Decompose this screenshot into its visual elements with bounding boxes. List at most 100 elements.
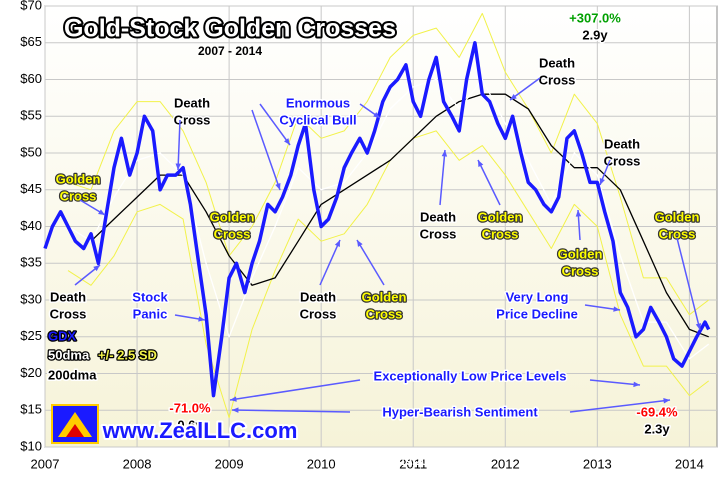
labels: $10 $15 $20 $25 $30 $35 $40 $45 $50 $55 $60 $65 $70 2… bbox=[20, 0, 704, 471]
arrow bbox=[231, 409, 351, 413]
x-tick-label: 2010 bbox=[307, 456, 336, 471]
chart-subtitle: 2007 - 2014 bbox=[198, 44, 262, 58]
annotation: 2.3y bbox=[644, 421, 670, 436]
annotation: Cross bbox=[366, 306, 403, 321]
date-stamp: 3.19.2014 bbox=[391, 456, 441, 468]
x-tick-label: 2007 bbox=[31, 456, 60, 471]
y-tick-label: $65 bbox=[20, 34, 42, 49]
annotation: 0.6y bbox=[177, 417, 203, 432]
annotation: 2.9y bbox=[582, 27, 608, 42]
annotation: Cross bbox=[50, 306, 87, 321]
y-tick-label: $20 bbox=[20, 365, 42, 380]
arrow-head bbox=[510, 93, 517, 100]
annotation: Golden bbox=[362, 289, 407, 304]
arrow bbox=[229, 379, 361, 401]
arrow-head bbox=[478, 160, 484, 167]
y-tick-label: $10 bbox=[20, 438, 42, 453]
arrow bbox=[177, 119, 181, 171]
y-tick-label: $35 bbox=[20, 255, 42, 270]
y-tick-label: $45 bbox=[20, 181, 42, 196]
arrow-head bbox=[633, 381, 640, 388]
arrow bbox=[477, 159, 501, 206]
band-upper bbox=[67, 12, 710, 316]
annotation: Golden bbox=[655, 209, 700, 224]
annotation: Cross bbox=[539, 72, 576, 87]
arrow bbox=[251, 109, 281, 191]
legend-entry: +/- 2.5 SD bbox=[98, 347, 157, 362]
x-tick-label: 2009 bbox=[215, 456, 244, 471]
annotation: Cross bbox=[420, 226, 457, 241]
arrow-head bbox=[93, 265, 100, 272]
arrow-head bbox=[98, 209, 105, 215]
arrow bbox=[439, 149, 446, 206]
arrow-head bbox=[575, 210, 582, 217]
arrow-head bbox=[232, 407, 239, 413]
annotation: Exceptionally Low Price Levels bbox=[374, 368, 567, 383]
arrow bbox=[259, 103, 291, 146]
arrow-head bbox=[198, 316, 205, 322]
ma-line bbox=[67, 78, 710, 360]
arrow-head bbox=[275, 183, 281, 190]
y-tick-label: $25 bbox=[20, 328, 42, 343]
arrow bbox=[319, 239, 341, 286]
arrow-head bbox=[663, 398, 670, 404]
annotation: +307.0% bbox=[569, 10, 621, 25]
annotation: Stock bbox=[132, 289, 168, 304]
annotation: Death bbox=[174, 95, 210, 110]
y-tick-label: $70 bbox=[20, 0, 42, 12]
annotation: -71.0% bbox=[169, 400, 211, 415]
annotation: Golden bbox=[558, 246, 603, 261]
annotation: Golden bbox=[210, 209, 255, 224]
arrow bbox=[569, 399, 671, 413]
annotation: Death bbox=[50, 289, 86, 304]
x-tick-label: 2013 bbox=[583, 456, 612, 471]
legend-entry: GDX bbox=[48, 328, 77, 343]
annotation: Cross bbox=[482, 226, 519, 241]
annotation: Very Long bbox=[506, 289, 569, 304]
annotation: Cross bbox=[604, 153, 641, 168]
annotation: Death bbox=[604, 136, 640, 151]
arrow-head bbox=[695, 323, 702, 330]
annotation: Price Decline bbox=[496, 306, 578, 321]
arrow-head bbox=[613, 306, 620, 312]
arrow-head bbox=[334, 240, 340, 247]
arrow-head bbox=[599, 178, 605, 185]
annotation: Death bbox=[300, 289, 336, 304]
chart-title: Gold-Stock Golden Crosses bbox=[64, 15, 396, 43]
annotation: Golden bbox=[56, 171, 101, 186]
annotation: Hyper-Bearish Sentiment bbox=[382, 404, 538, 419]
arrow bbox=[356, 239, 385, 286]
annotation: Cross bbox=[214, 226, 251, 241]
annotation: Golden bbox=[478, 209, 523, 224]
arrow-head bbox=[175, 163, 181, 170]
arrow-head bbox=[373, 112, 380, 118]
annotation: Enormous bbox=[286, 95, 350, 110]
annotation: Cross bbox=[174, 112, 211, 127]
arrow-head bbox=[441, 150, 448, 157]
arrow-head bbox=[357, 240, 363, 247]
logo bbox=[51, 404, 99, 444]
website: www.ZealLLC.com bbox=[102, 418, 298, 443]
x-tick-label: 2008 bbox=[123, 456, 152, 471]
y-tick-label: $30 bbox=[20, 291, 42, 306]
y-tick-label: $55 bbox=[20, 108, 42, 123]
ma-line bbox=[90, 93, 709, 338]
y-tick-label: $40 bbox=[20, 218, 42, 233]
legend-entry: 200dma bbox=[48, 367, 97, 382]
annotation: Cross bbox=[300, 306, 337, 321]
legend-entry: 50dma bbox=[48, 347, 90, 362]
arrow bbox=[676, 237, 701, 331]
annotation: Cross bbox=[659, 226, 696, 241]
x-tick-label: 2011 bbox=[399, 456, 427, 471]
annotation: Cross bbox=[60, 188, 97, 203]
annotation: -69.4% bbox=[636, 404, 678, 419]
y-tick-label: $60 bbox=[20, 71, 42, 86]
x-tick-label: 2012 bbox=[491, 456, 520, 471]
annotation: Cyclical Bull bbox=[279, 112, 356, 127]
arrow bbox=[589, 379, 641, 386]
annotation: Death bbox=[420, 209, 456, 224]
y-tick-label: $15 bbox=[20, 402, 42, 417]
annotation: Panic bbox=[133, 306, 168, 321]
y-tick-label: $50 bbox=[20, 144, 42, 159]
